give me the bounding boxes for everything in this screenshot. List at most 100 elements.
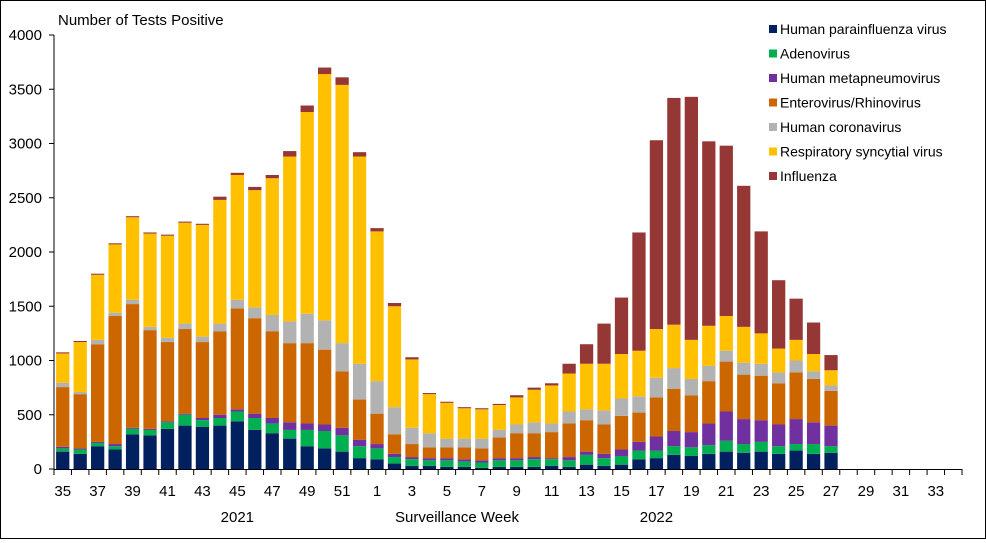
y-axis-title: Number of Tests Positive [58, 12, 224, 29]
bar-segment-human-parainfluenza-virus [387, 463, 402, 469]
bar-segment-enterovirus-rhinovirus [597, 424, 611, 454]
bar-segment-human-metapneumovirus [806, 422, 821, 445]
bar-week-19 [684, 96, 698, 469]
bar-segment-human-coronavirus [352, 363, 367, 400]
bar-segment-respiratory-syncytial-virus [405, 359, 419, 428]
bar-segment-human-parainfluenza-virus [579, 464, 594, 469]
bar-segment-human-parainfluenza-virus [160, 428, 175, 469]
bar-segment-enterovirus-rhinovirus [702, 381, 716, 424]
legend-label: Human metapneumovirus [780, 70, 940, 86]
bar-segment-human-coronavirus [806, 371, 821, 379]
bar-segment-enterovirus-rhinovirus [422, 447, 437, 459]
bar-segment-human-parainfluenza-virus [545, 465, 559, 469]
bar-segment-human-coronavirus [283, 321, 297, 344]
bar-segment-enterovirus-rhinovirus [300, 343, 314, 424]
bar-segment-influenza [387, 303, 402, 307]
bar-segment-enterovirus-rhinovirus [370, 413, 384, 445]
bar-segment-adenovirus [684, 447, 698, 456]
bar-segment-enterovirus-rhinovirus [352, 399, 367, 440]
bar-segment-human-metapneumovirus [56, 446, 70, 449]
bar-week-46 [248, 186, 262, 469]
bar-segment-human-parainfluenza-virus [510, 466, 524, 469]
bar-segment-respiratory-syncytial-virus [806, 353, 821, 372]
bar-segment-adenovirus [195, 420, 210, 427]
y-tick-label: 3000 [9, 136, 42, 153]
bar-segment-respiratory-syncytial-virus [754, 333, 768, 364]
bar-segment-human-parainfluenza-virus [283, 438, 297, 469]
y-tick-label: 3500 [9, 81, 42, 98]
bar-segment-enterovirus-rhinovirus [178, 329, 192, 414]
bar-segment-human-metapneumovirus [772, 424, 786, 447]
bar-segment-human-metapneumovirus [719, 411, 733, 441]
bar-segment-adenovirus [143, 429, 157, 436]
bar-segment-enterovirus-rhinovirus [632, 412, 646, 442]
bar-segment-influenza [789, 298, 803, 340]
y-tick-label: 2000 [9, 244, 42, 261]
x-axis-title: Surveillance Week [395, 509, 519, 526]
legend-swatch [769, 123, 777, 131]
bar-segment-human-coronavirus [125, 299, 140, 305]
bar-week-45 [230, 172, 244, 469]
bar-segment-human-coronavirus [230, 299, 244, 309]
bar-segment-human-coronavirus [195, 336, 210, 343]
bar-segment-adenovirus [649, 450, 664, 459]
bar-week-1 [370, 228, 384, 469]
bar-segment-human-metapneumovirus [248, 413, 262, 419]
bar-segment-adenovirus [178, 414, 192, 426]
bar-segment-human-parainfluenza-virus [667, 454, 681, 469]
bar-segment-respiratory-syncytial-virus [789, 339, 803, 361]
bar-segment-enterovirus-rhinovirus [579, 420, 594, 452]
bar-segment-adenovirus [754, 441, 768, 452]
year-label: 2022 [640, 509, 673, 526]
bar-segment-human-metapneumovirus [475, 460, 489, 463]
bar-segment-respiratory-syncytial-virus [370, 231, 384, 382]
bar-segment-influenza [702, 141, 716, 326]
bar-segment-respiratory-syncytial-virus [73, 342, 87, 392]
bar-segment-human-metapneumovirus [213, 414, 227, 418]
bar-segment-adenovirus [108, 446, 122, 450]
bar-week-16 [632, 232, 646, 469]
bar-week-41 [160, 234, 175, 469]
bar-segment-human-parainfluenza-virus [195, 426, 210, 469]
bar-segment-influenza [352, 152, 367, 157]
bar-segment-influenza [806, 322, 821, 354]
legend-swatch [769, 74, 777, 82]
bar-week-10 [527, 387, 541, 469]
x-tick-label: 11 [544, 483, 560, 500]
bar-segment-human-metapneumovirus [318, 424, 332, 432]
bar-segment-human-parainfluenza-virus [492, 466, 506, 469]
x-tick-label: 5 [443, 483, 451, 500]
bar-segment-human-coronavirus [772, 372, 786, 384]
bar-segment-adenovirus [492, 460, 506, 467]
bar-segment-enterovirus-rhinovirus [335, 371, 349, 428]
bar-segment-enterovirus-rhinovirus [737, 374, 751, 420]
bar-segment-respiratory-syncytial-virus [213, 199, 227, 324]
bar-segment-human-metapneumovirus [108, 444, 122, 447]
bar-segment-influenza [667, 97, 681, 325]
bar-segment-enterovirus-rhinovirus [230, 308, 244, 410]
bar-segment-human-metapneumovirus [265, 418, 279, 424]
bar-segment-human-metapneumovirus [160, 421, 175, 423]
bar-segment-adenovirus [213, 418, 227, 426]
bar-segment-human-metapneumovirus [684, 432, 698, 448]
bar-week-42 [178, 221, 192, 469]
bar-segment-enterovirus-rhinovirus [143, 330, 157, 429]
bar-segment-respiratory-syncytial-virus [510, 397, 524, 425]
bar-segment-human-coronavirus [387, 407, 402, 435]
bar-week-26 [806, 322, 821, 469]
bar-segment-human-coronavirus [632, 396, 646, 413]
bar-segment-enterovirus-rhinovirus [213, 331, 227, 415]
bar-segment-enterovirus-rhinovirus [754, 375, 768, 421]
bar-segment-adenovirus [545, 459, 559, 466]
bar-segment-influenza [475, 408, 489, 410]
bar-segment-enterovirus-rhinovirus [649, 397, 664, 437]
bar-segment-adenovirus [562, 460, 576, 467]
bar-segment-respiratory-syncytial-virus [265, 178, 279, 315]
bar-segment-human-coronavirus [475, 438, 489, 449]
bar-segment-respiratory-syncytial-virus [772, 348, 786, 373]
x-tick-label: 29 [858, 483, 875, 500]
bar-segment-human-coronavirus [789, 360, 803, 373]
bar-segment-human-parainfluenza-virus [230, 421, 244, 469]
bar-segment-human-metapneumovirus [545, 458, 559, 460]
